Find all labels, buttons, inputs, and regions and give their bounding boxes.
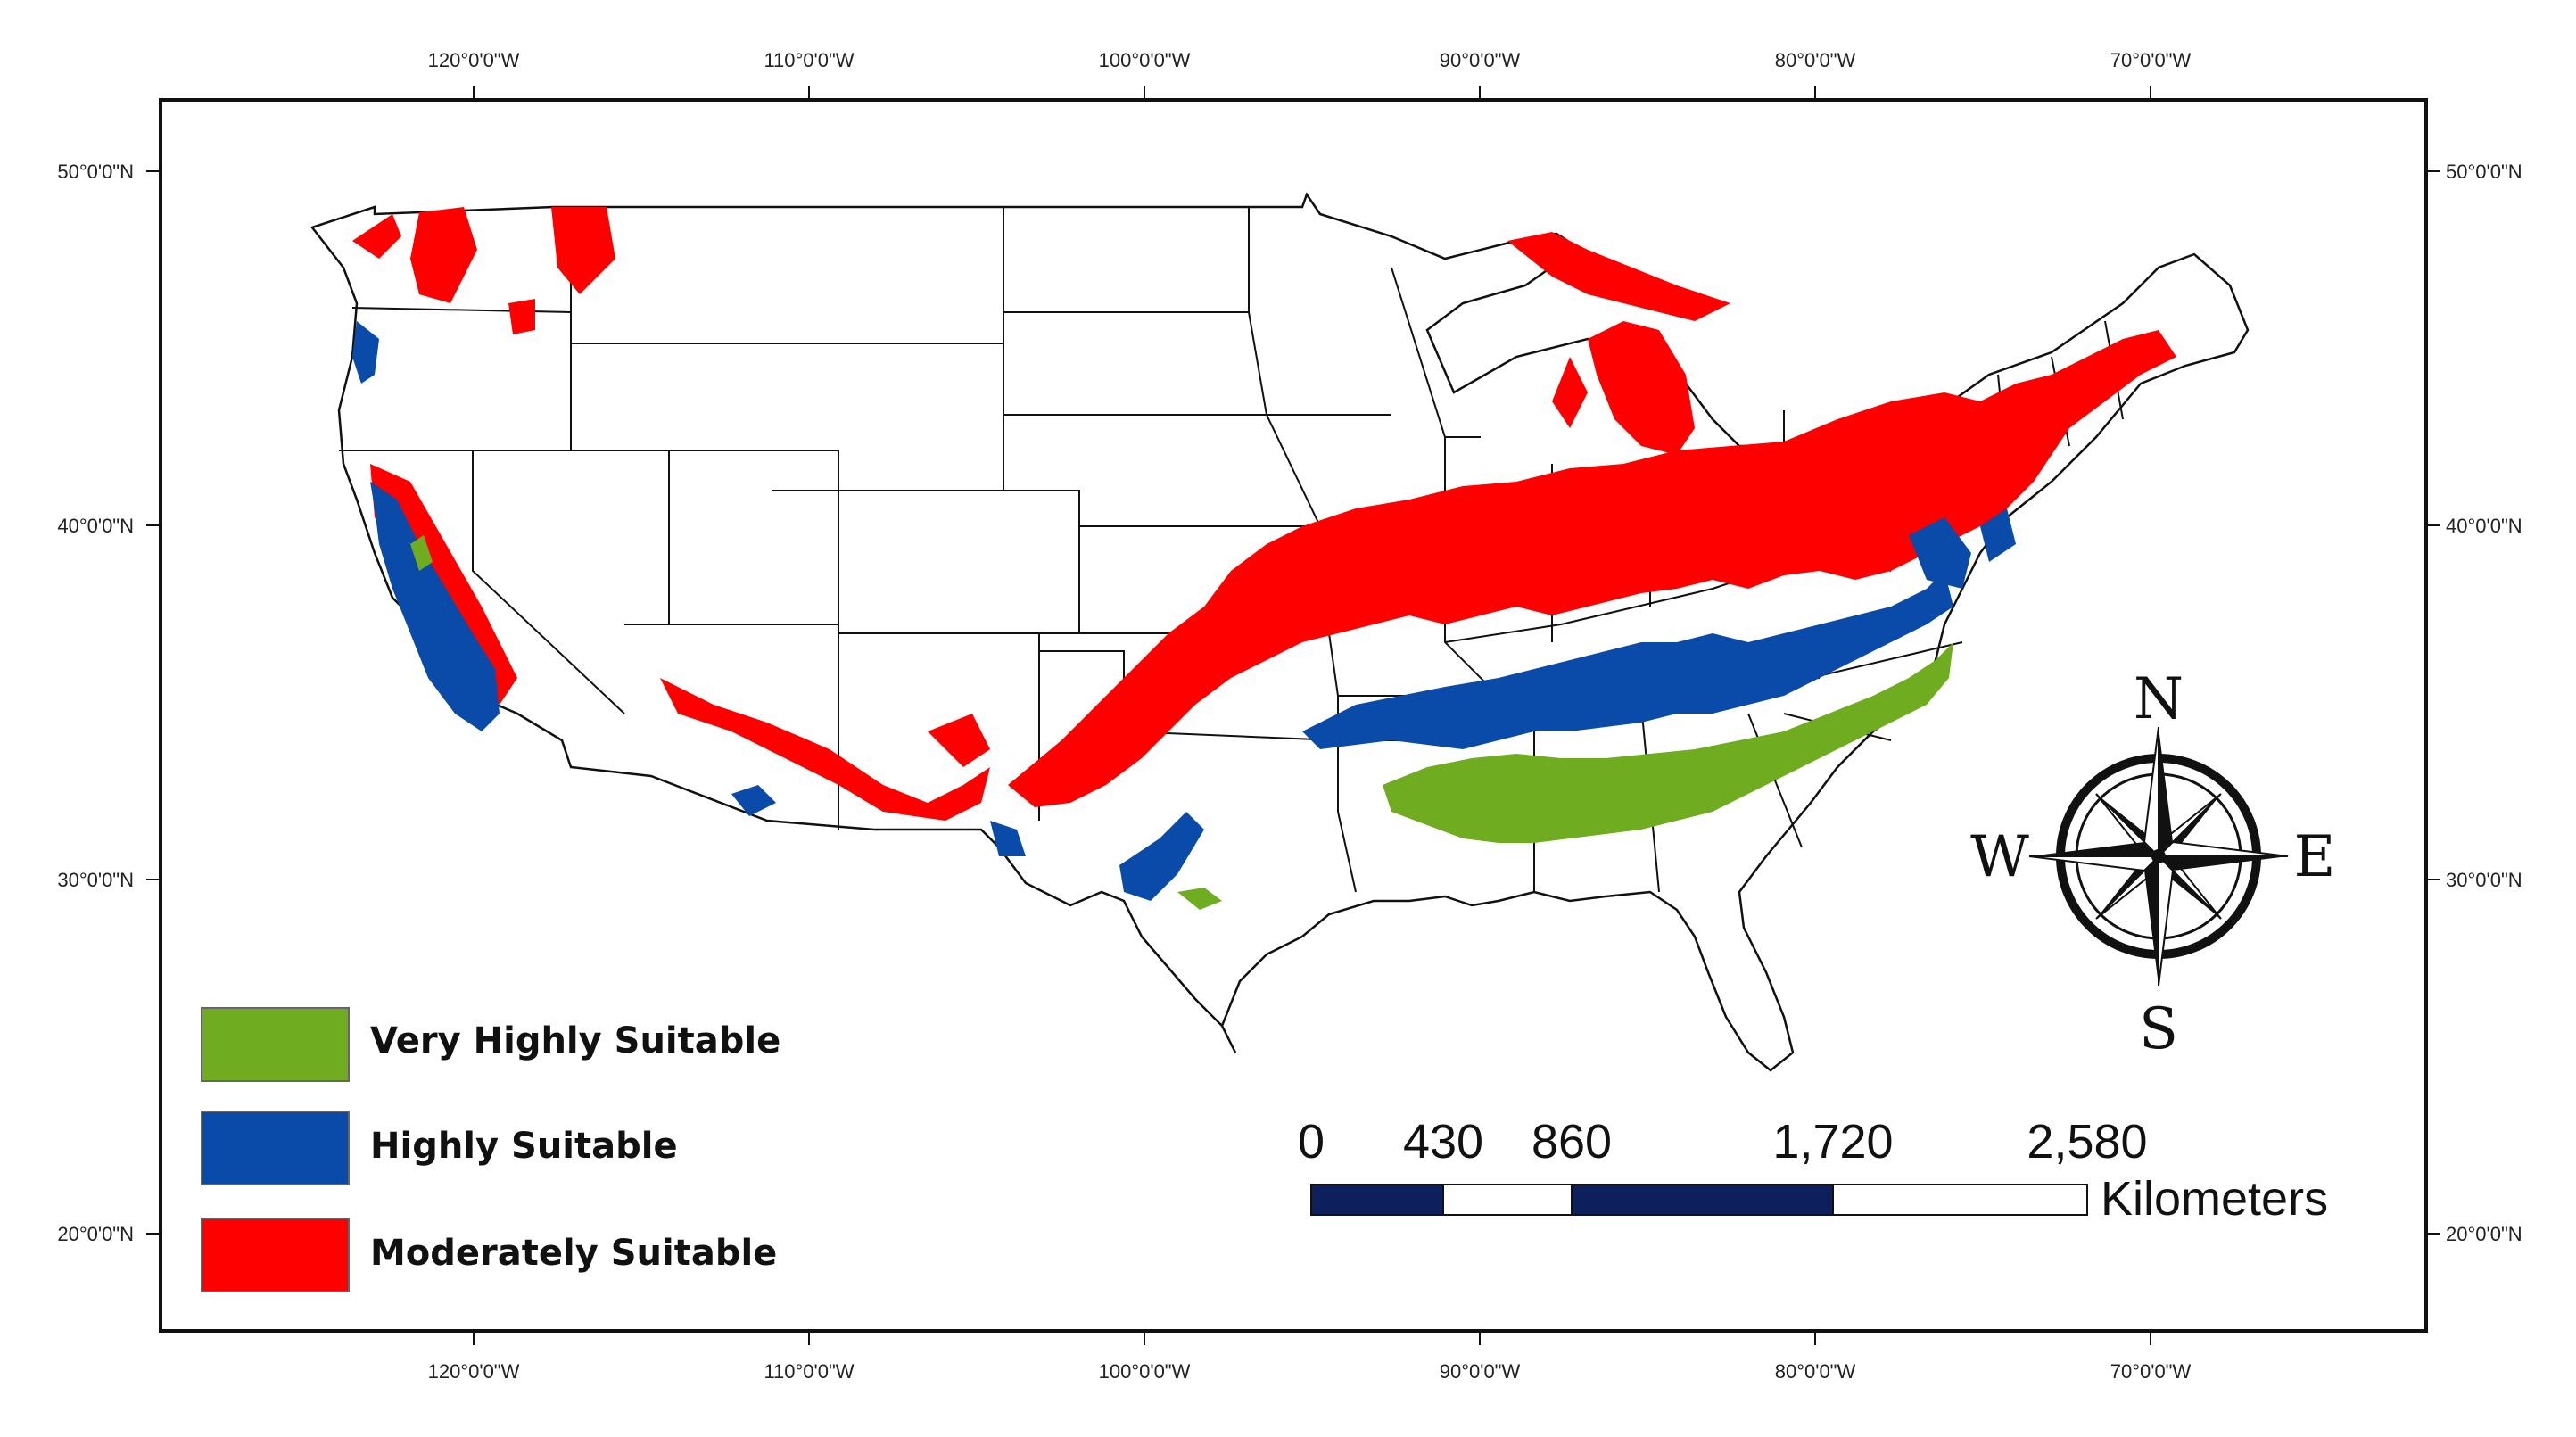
- legend-swatch-moderately-suitable: [201, 1218, 350, 1292]
- lat-label-left-30n: 30°0'0"N: [57, 869, 134, 891]
- compass-north-label: N: [2134, 666, 2184, 732]
- lon-label-bottom-100w: 100°0'0"W: [1099, 1360, 1191, 1383]
- compass-south-label: S: [2139, 996, 2178, 1062]
- lat-label-right-30n: 30°0'0"N: [2446, 869, 2522, 891]
- lon-label-bottom-80w: 80°0'0"W: [1775, 1360, 1856, 1383]
- compass-center: [2151, 849, 2166, 863]
- lat-label-right-50n: 50°0'0"N: [2446, 161, 2522, 183]
- highly-suitable-areas: [352, 321, 2016, 901]
- legend-swatch-very-highly-suitable: [201, 1007, 350, 1082]
- lon-label-bottom-120w: 120°0'0"W: [428, 1360, 520, 1383]
- very-highly-suitable-areas: [410, 535, 1953, 910]
- compass-west-label: W: [1970, 824, 2029, 890]
- left-tick-marks: [146, 170, 161, 1235]
- lat-label-left-50n: 50°0'0"N: [57, 161, 134, 183]
- compass-rose: N S E W: [1970, 666, 2335, 1062]
- legend-swatch-highly-suitable: [201, 1111, 350, 1185]
- lon-label-bottom-70w: 70°0'0"W: [2110, 1360, 2192, 1383]
- legend-label-very-highly-suitable: Very Highly Suitable: [370, 1020, 780, 1061]
- scale-tick-860: 860: [1532, 1115, 1612, 1169]
- scale-tick-0: 0: [1298, 1115, 1325, 1169]
- scale-tick-2580: 2,580: [2027, 1115, 2147, 1169]
- lon-label-bottom-90w: 90°0'0"W: [1440, 1360, 1521, 1383]
- lat-label-right-40n: 40°0'0"N: [2446, 515, 2522, 537]
- lat-label-left-40n: 40°0'0"N: [57, 515, 134, 537]
- scale-segment-4: [1832, 1184, 2088, 1216]
- compass-diagonal-points: [2095, 793, 2222, 920]
- legend-label-highly-suitable: Highly Suitable: [370, 1126, 678, 1167]
- scale-segment-1: [1310, 1184, 1444, 1216]
- legend-label-moderately-suitable: Moderately Suitable: [370, 1233, 777, 1274]
- compass-cardinal-points: [2028, 726, 2289, 987]
- lon-label-top-70w: 70°0'0"W: [2110, 49, 2192, 71]
- compass-east-label: E: [2294, 824, 2336, 890]
- lon-label-top-120w: 120°0'0"W: [428, 49, 520, 71]
- top-tick-marks: [473, 86, 2151, 100]
- lat-label-left-20n: 20°0'0"N: [57, 1223, 134, 1245]
- lat-label-right-20n: 20°0'0"N: [2446, 1223, 2522, 1245]
- lon-label-top-90w: 90°0'0"W: [1440, 49, 1521, 71]
- scale-unit-label: Kilometers: [2101, 1172, 2328, 1226]
- bottom-tick-marks: [473, 1331, 2151, 1345]
- legend: Very Highly Suitable Highly Suitable Mod…: [201, 1007, 780, 1292]
- lon-label-top-100w: 100°0'0"W: [1099, 49, 1191, 71]
- scale-segment-3: [1571, 1184, 1834, 1216]
- scale-segment-2: [1442, 1184, 1573, 1216]
- scale-tick-430: 430: [1403, 1115, 1483, 1169]
- lon-label-top-80w: 80°0'0"W: [1775, 49, 1856, 71]
- scale-bar: 0 430 860 1,720 2,580 Kilometers: [1298, 1115, 2328, 1226]
- lon-label-bottom-110w: 110°0'0"W: [764, 1360, 854, 1383]
- lon-label-top-110w: 110°0'0"W: [764, 49, 854, 71]
- scale-tick-1720: 1,720: [1772, 1115, 1893, 1169]
- right-tick-marks: [2426, 170, 2440, 1235]
